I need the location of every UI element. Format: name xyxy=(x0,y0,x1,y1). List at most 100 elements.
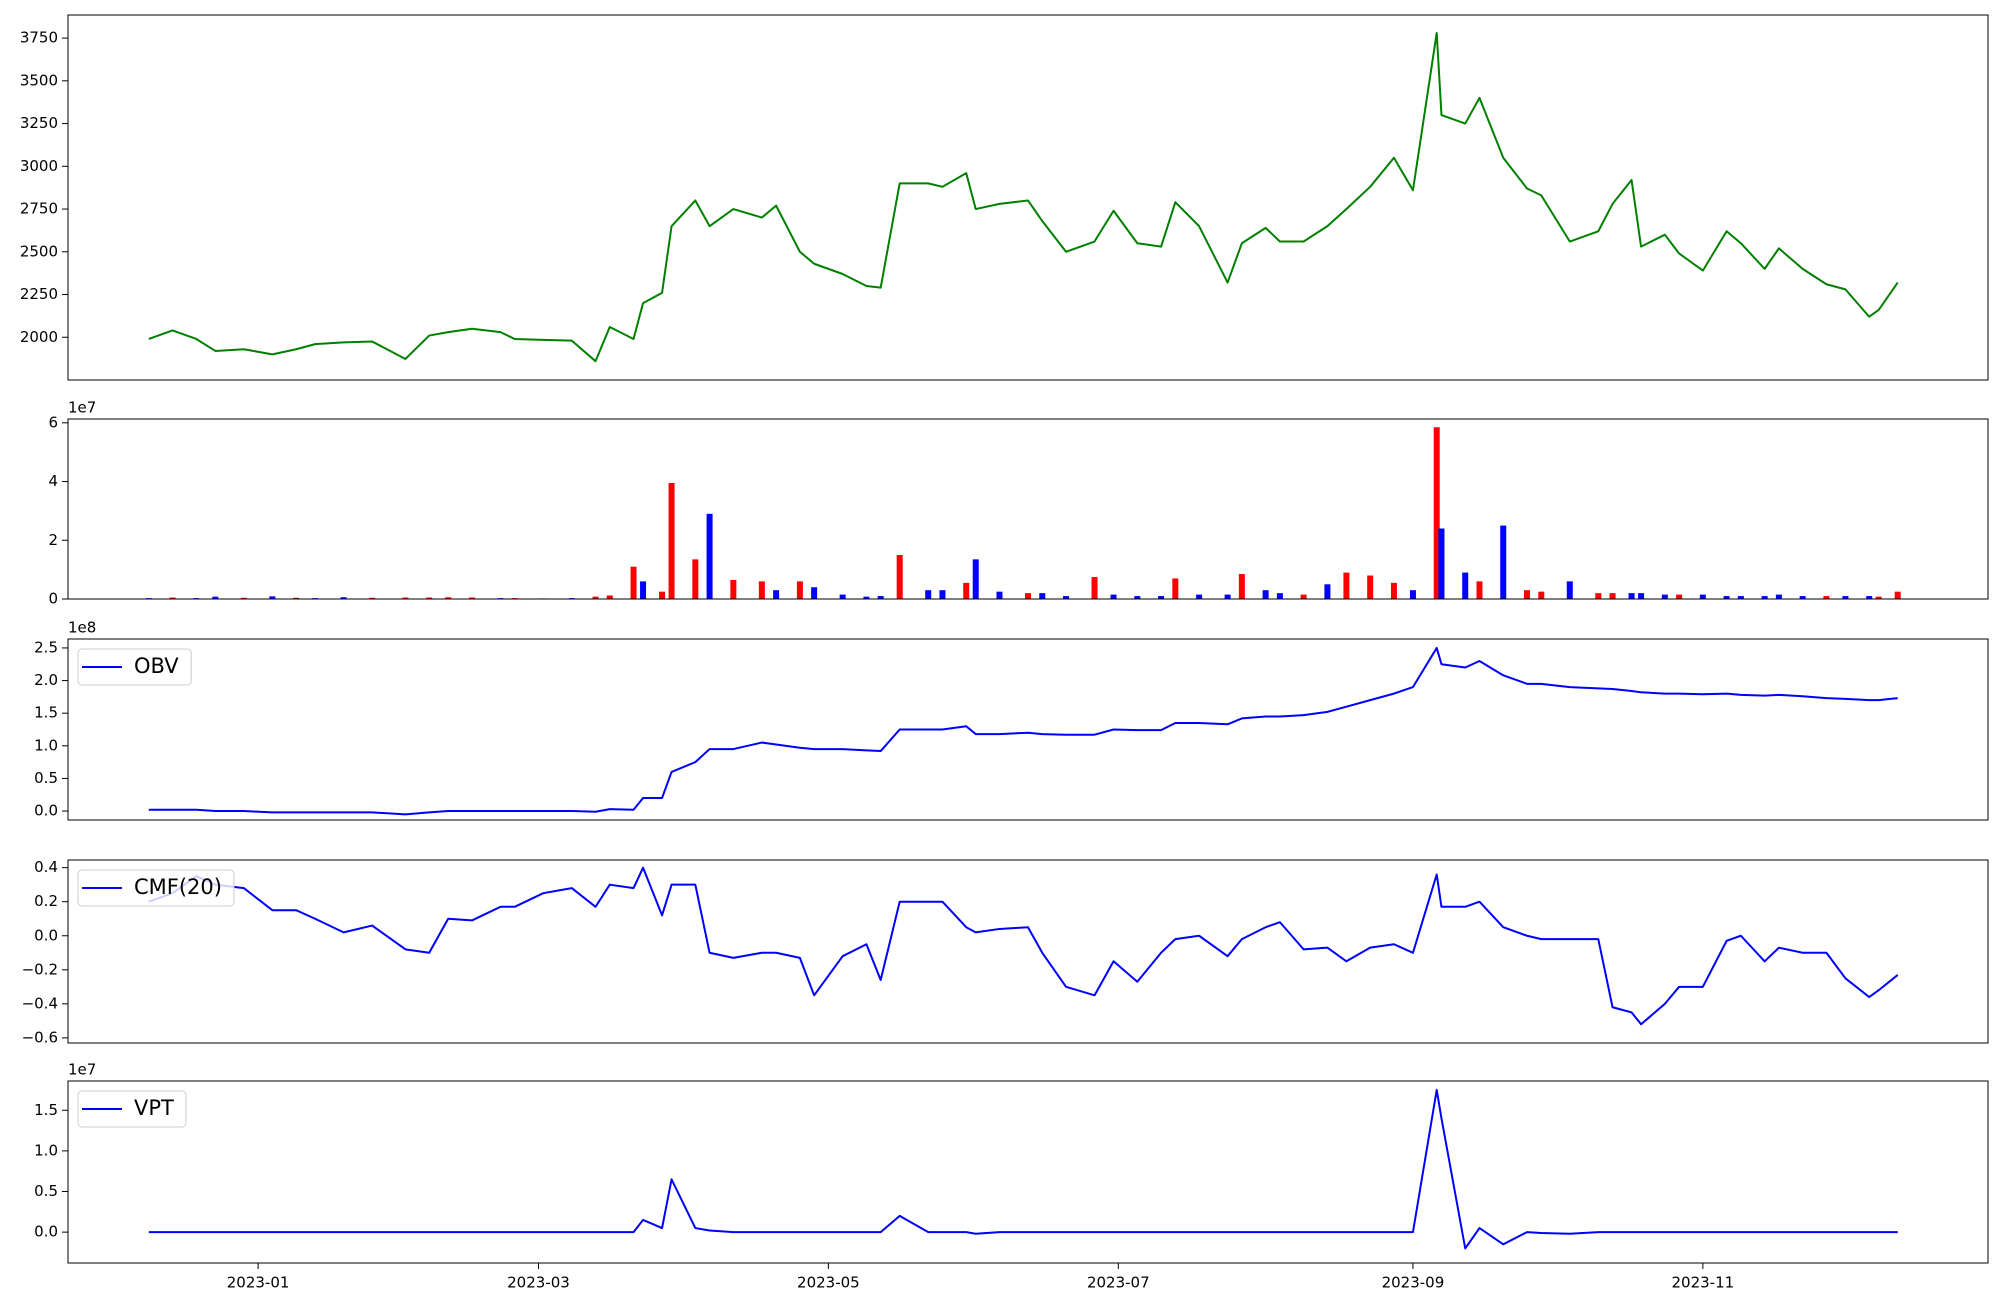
volume-bar xyxy=(1134,596,1141,599)
legend-box xyxy=(77,869,235,907)
x-tick-label: 2023-09 xyxy=(1382,1274,1445,1292)
volume-bar xyxy=(340,597,347,599)
volume-bar xyxy=(402,597,409,599)
volume-bar xyxy=(1638,593,1645,599)
volume-bar xyxy=(996,591,1003,599)
x-tick-label: 2023-03 xyxy=(507,1274,570,1292)
y-tick-label: 0.0 xyxy=(34,1223,58,1241)
y-tick-label: 0.0 xyxy=(34,802,58,820)
volume-bar xyxy=(240,597,247,599)
y-tick-label: 4 xyxy=(48,472,58,490)
volume-bar xyxy=(1609,593,1616,599)
axes-frame xyxy=(67,418,1989,600)
y-tick-label: −0.2 xyxy=(22,960,58,978)
volume-bar xyxy=(1158,596,1165,599)
data-line xyxy=(148,646,1898,816)
x-tick-label: 2023-07 xyxy=(1087,1274,1150,1292)
volume-bar xyxy=(1875,596,1882,599)
volume-bar xyxy=(592,596,599,599)
legend-label: OBV xyxy=(134,654,179,678)
volume-bar xyxy=(659,591,666,599)
volume-bar xyxy=(1823,596,1830,599)
volume-bar xyxy=(1224,594,1231,599)
volume-bar xyxy=(1538,591,1545,599)
volume-bar xyxy=(269,596,276,599)
volume-bar xyxy=(839,594,846,599)
volume-bar xyxy=(863,596,870,599)
y-tick-label: 0.5 xyxy=(34,769,58,787)
volume-bar xyxy=(692,559,699,599)
axis-offset-label: 1e8 xyxy=(68,619,96,637)
y-tick-label: 3250 xyxy=(20,114,58,132)
y-tick-label: 2500 xyxy=(20,242,58,260)
legend-box xyxy=(77,1090,187,1128)
legend: OBV xyxy=(77,648,192,686)
y-tick-label: 1.0 xyxy=(34,1141,58,1159)
volume-bar xyxy=(1433,427,1440,599)
volume-bar xyxy=(1343,572,1350,599)
data-line xyxy=(148,866,1899,1026)
volume-bar xyxy=(1676,594,1683,599)
volume-bar xyxy=(1842,596,1849,599)
volume-bar xyxy=(1500,525,1507,599)
x-tick-label: 2023-11 xyxy=(1672,1274,1735,1292)
volume-bar xyxy=(1262,590,1269,599)
y-tick-label: −0.4 xyxy=(22,994,58,1012)
subplot: 2000 2250 2500 2750 3000 3250 3500 3750 xyxy=(20,14,1989,381)
volume-bar xyxy=(668,483,675,599)
volume-bar xyxy=(972,559,979,599)
y-tick-label: 2750 xyxy=(20,200,58,218)
volume-bar xyxy=(1276,593,1283,599)
y-tick-label: 3750 xyxy=(20,29,58,47)
volume-bar xyxy=(1091,576,1098,599)
volume-bar xyxy=(1524,590,1531,599)
volume-bar xyxy=(1409,590,1416,599)
y-tick-label: 1.0 xyxy=(34,736,58,754)
subplot: −0.6 −0.4 −0.2 0.0 0.2 0.4 CMF(20) xyxy=(22,858,1989,1046)
volume-bar xyxy=(1438,528,1445,599)
volume-bar xyxy=(773,590,780,599)
volume-bar xyxy=(1595,593,1602,599)
volume-bar xyxy=(1661,594,1668,599)
y-tick-label: 0.0 xyxy=(34,926,58,944)
subplot: 0 2 4 6 1e7 xyxy=(48,399,1989,608)
axes-frame xyxy=(67,1080,1989,1264)
y-tick-label: 6 xyxy=(48,413,58,431)
volume-bar xyxy=(1063,596,1070,599)
volume-bar xyxy=(606,595,613,599)
volume-bar xyxy=(445,597,452,599)
y-tick-label: 0.5 xyxy=(34,1182,58,1200)
volume-bar xyxy=(877,596,884,599)
volume-bar xyxy=(1025,593,1031,599)
volume-bar xyxy=(1172,578,1179,599)
y-tick-label: 0 xyxy=(48,590,58,608)
volume-bar xyxy=(758,581,765,599)
volume-bar xyxy=(212,596,219,599)
volume-bar xyxy=(1566,581,1573,599)
volume-bar xyxy=(1039,593,1046,599)
volume-bar xyxy=(1324,584,1331,599)
y-tick-label: 3000 xyxy=(20,157,58,175)
volume-bar xyxy=(640,581,647,599)
volume-bar xyxy=(796,581,803,599)
volume-bar xyxy=(1390,582,1397,599)
legend: CMF(20) xyxy=(77,869,235,907)
axes-frame xyxy=(67,14,1989,381)
volume-bar xyxy=(939,590,946,599)
legend: VPT xyxy=(77,1090,187,1128)
axes-frame xyxy=(67,859,1989,1044)
volume-bar xyxy=(1723,596,1730,599)
y-tick-label: 0.2 xyxy=(34,892,58,910)
y-tick-label: −0.6 xyxy=(22,1028,58,1046)
volume-bar xyxy=(630,566,637,599)
y-tick-label: 0.4 xyxy=(34,858,58,876)
volume-bar xyxy=(1799,596,1806,599)
volume-bar xyxy=(730,579,737,599)
legend-label: VPT xyxy=(134,1096,174,1120)
subplot: 0.0 0.5 1.0 1.5 2023-01 2023-03 2023-05 2023-07… xyxy=(34,1061,1989,1292)
data-line xyxy=(148,1088,1898,1250)
volume-bar xyxy=(1699,594,1706,599)
axis-offset-label: 1e7 xyxy=(68,1061,96,1079)
